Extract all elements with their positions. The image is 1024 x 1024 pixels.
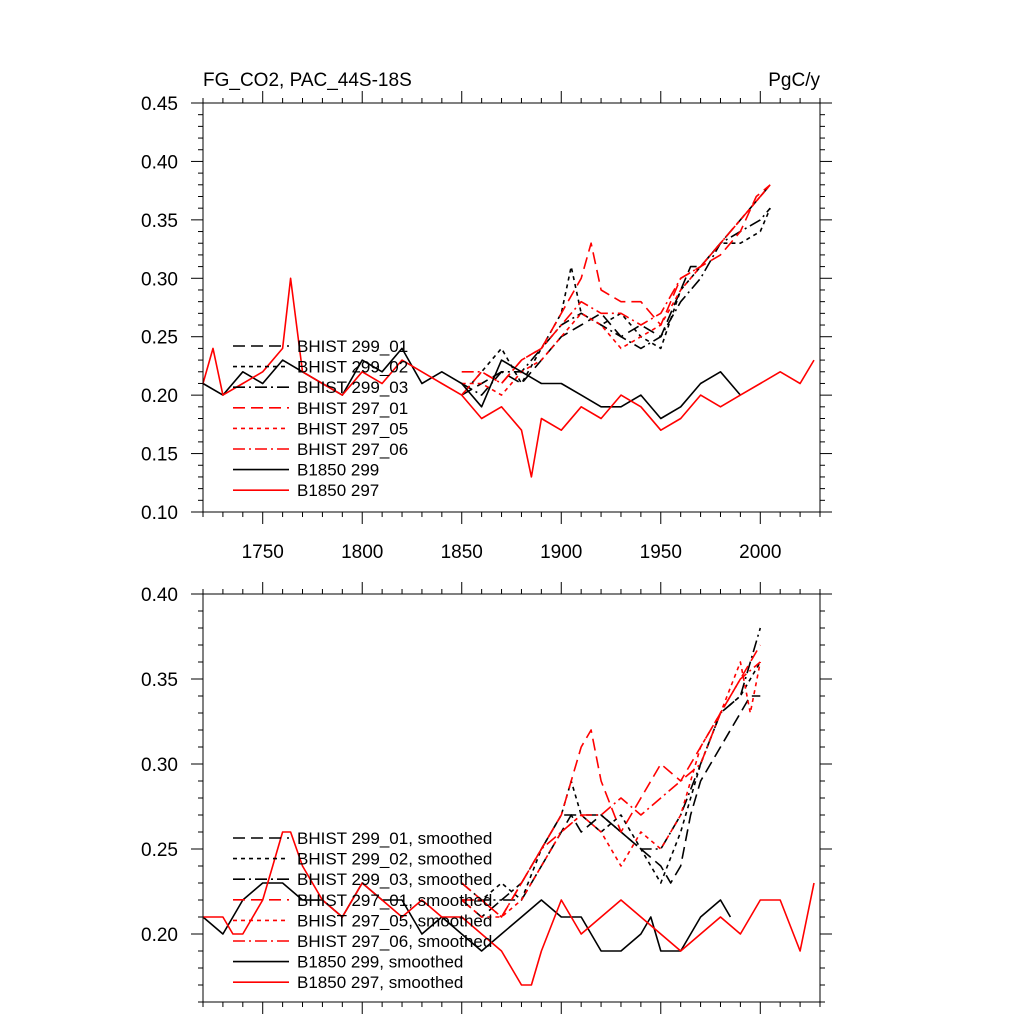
top-x-tick-label: 1950	[640, 542, 682, 563]
bottom-series-line-1	[461, 695, 761, 918]
top-panel: FG_CO2, PAC_44S-18S PgC/y BHIST 299_01BH…	[141, 70, 832, 563]
top-x-tick-label: 1850	[441, 542, 483, 563]
top-legend-label-2: BHIST 299_02	[297, 358, 408, 377]
top-x-ticks: 1750 1800 1850 1900 1950 2000	[202, 91, 821, 563]
top-panel-title: FG_CO2, PAC_44S-18S	[203, 70, 412, 91]
bottom-y-tick-label: 0.35	[141, 670, 178, 691]
bottom-y-tick-label: 0.20	[141, 925, 178, 946]
bottom-legend-label-2: BHIST 299_02, smoothed	[297, 850, 492, 869]
top-legend-label-8: B1850 297	[297, 481, 379, 500]
top-legend-label-1: BHIST 299_01	[297, 337, 408, 356]
bottom-legend-label-3: BHIST 299_03, smoothed	[297, 870, 492, 889]
bottom-y-ticks: 0.20 0.25 0.30 0.35 0.40	[141, 585, 832, 1003]
bottom-series-line-5	[461, 661, 762, 918]
top-y-tick-label: 0.35	[141, 211, 178, 232]
bottom-plot-frame	[202, 593, 821, 1003]
bottom-series-line-4	[461, 644, 761, 918]
top-x-tick-label: 1750	[242, 542, 284, 563]
top-panel-units: PgC/y	[768, 70, 820, 91]
bottom-series-line-6	[461, 661, 761, 918]
bottom-y-tick-label: 0.40	[141, 585, 178, 606]
top-y-tick-label: 0.20	[141, 386, 178, 407]
bottom-x-ticks	[202, 582, 821, 1014]
bottom-series-line-2	[461, 661, 761, 901]
top-series-line-6	[461, 184, 771, 385]
bottom-y-tick-label: 0.25	[141, 840, 178, 861]
top-y-ticks: 0.10 0.15 0.20 0.25 0.30 0.35 0.40 0.45	[141, 94, 832, 524]
top-legend-label-7: B1850 299	[297, 461, 379, 480]
bottom-legend: BHIST 299_01, smoothed BHIST 299_02, smoo…	[233, 829, 492, 992]
top-series-line-8	[202, 277, 815, 478]
top-x-tick-label: 1900	[540, 542, 582, 563]
top-legend-label-4: BHIST 297_01	[297, 399, 408, 418]
top-y-tick-label: 0.45	[141, 94, 178, 115]
top-y-tick-label: 0.15	[141, 445, 178, 466]
bottom-series-line-3	[461, 627, 762, 901]
bottom-series-line-8	[203, 831, 815, 986]
top-series-line-3	[461, 207, 771, 396]
top-y-tick-label: 0.30	[141, 269, 178, 290]
top-series-line-7	[202, 347, 742, 420]
top-y-tick-label: 0.25	[141, 328, 178, 349]
top-y-tick-label: 0.10	[141, 503, 178, 524]
bottom-legend-label-5: BHIST 297_05, smoothed	[297, 911, 492, 930]
top-x-tick-label: 2000	[739, 542, 781, 563]
bottom-legend-label-4: BHIST 297_01, smoothed	[297, 891, 492, 910]
top-legend-label-6: BHIST 297_06	[297, 440, 408, 459]
bottom-legend-label-7: B1850 299, smoothed	[297, 953, 463, 972]
top-legend-label-5: BHIST 297_05	[297, 419, 408, 438]
top-series-line-5	[461, 184, 771, 396]
top-legend-label-3: BHIST 299_03	[297, 378, 408, 397]
bottom-legend-label-6: BHIST 297_06, smoothed	[297, 932, 492, 951]
top-y-tick-label: 0.40	[141, 152, 178, 173]
bottom-legend-label-1: BHIST 299_01, smoothed	[297, 829, 492, 848]
bottom-series-lines	[202, 627, 815, 986]
bottom-panel: BHIST 299_01, smoothed BHIST 299_02, smoo…	[141, 582, 832, 1014]
bottom-legend-label-8: B1850 297, smoothed	[297, 973, 463, 992]
bottom-y-tick-label: 0.30	[141, 755, 178, 776]
top-plot-frame	[202, 102, 821, 513]
top-series-lines	[202, 184, 815, 478]
top-series-line-2	[461, 207, 771, 396]
top-x-tick-label: 1800	[341, 542, 383, 563]
bottom-series-line-7	[202, 882, 732, 952]
